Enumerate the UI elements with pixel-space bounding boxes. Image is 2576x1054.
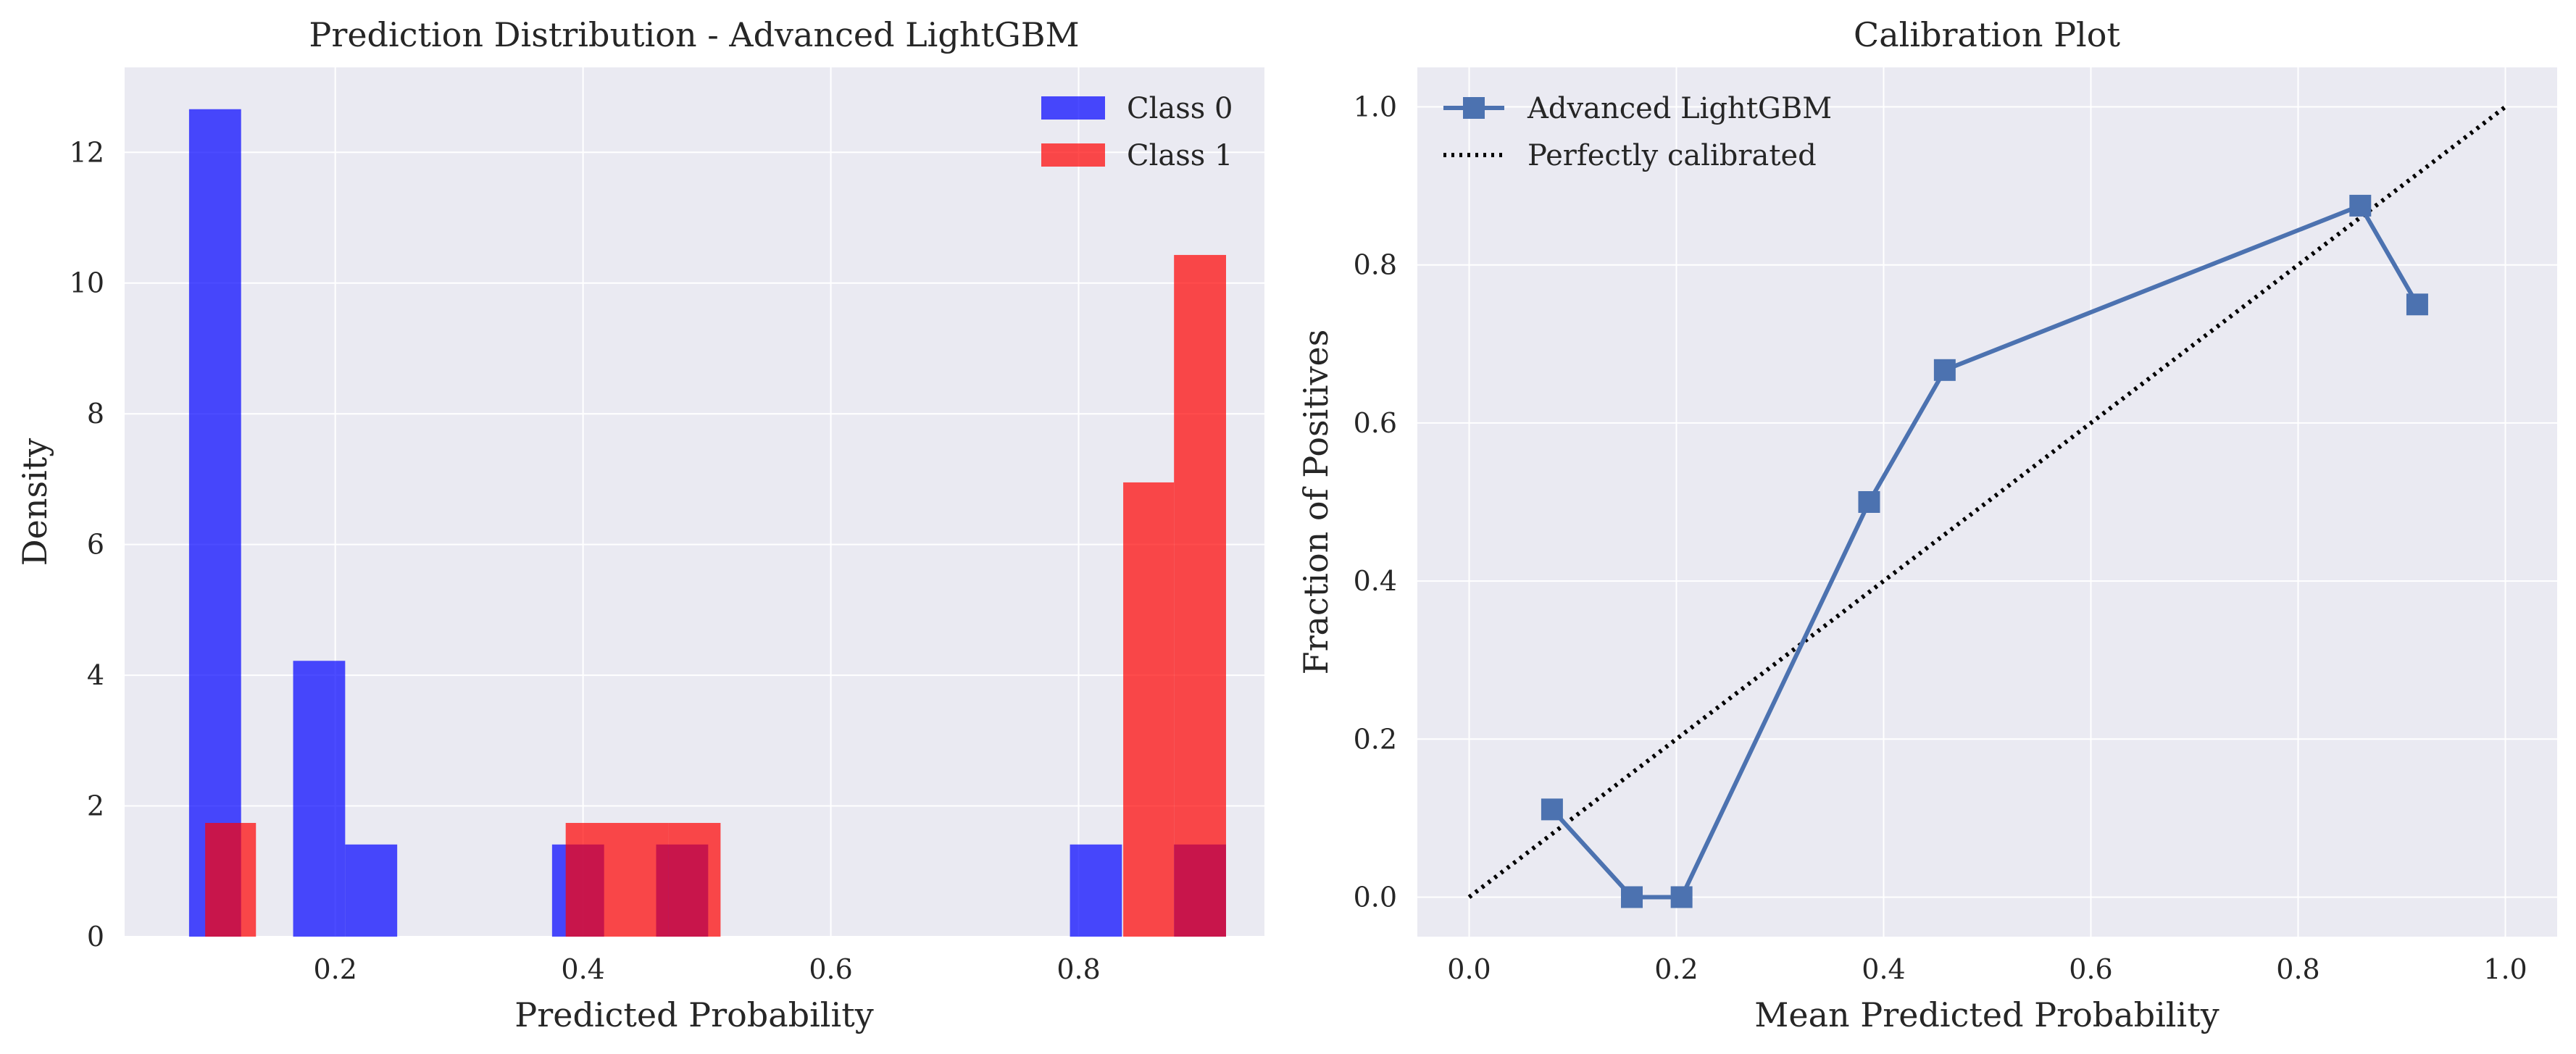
bar-class-1 bbox=[565, 823, 618, 937]
legend-swatch-class-0 bbox=[1041, 96, 1105, 120]
calibration-point bbox=[1670, 886, 1693, 908]
calibration-y-axis-label: Fraction of Positives bbox=[1296, 330, 1335, 675]
y-tick-label: 0.2 bbox=[1354, 723, 1397, 755]
legend-label-perfectly-calibrated: Perfectly calibrated bbox=[1527, 139, 1817, 172]
bar-class-0 bbox=[345, 844, 398, 937]
bar-class-1 bbox=[205, 823, 257, 937]
calibration-plot-area bbox=[1417, 67, 2557, 937]
calibration-x-ticks: 0.0 0.2 0.4 0.6 0.8 1.0 bbox=[1447, 953, 2527, 985]
histogram-y-ticks: 0 2 4 6 8 10 12 bbox=[70, 136, 104, 953]
bar-class-0 bbox=[293, 661, 346, 937]
y-tick-label: 0 bbox=[87, 921, 104, 953]
legend-label-class-0: Class 0 bbox=[1127, 92, 1233, 125]
y-tick-label: 6 bbox=[87, 529, 104, 561]
histogram-legend: Class 0 Class 1 bbox=[1041, 92, 1233, 172]
histogram-title: Prediction Distribution - Advanced Light… bbox=[309, 15, 1079, 54]
calibration-panel: 0.0 0.2 0.4 0.6 0.8 1.0 0.0 0.2 0.4 0.6 0.8 1.0 Ca… bbox=[1296, 15, 2557, 1034]
x-tick-label: 0.2 bbox=[313, 953, 357, 985]
x-tick-label: 0.8 bbox=[2276, 953, 2319, 985]
bar-class-1 bbox=[617, 823, 669, 937]
y-tick-label: 2 bbox=[87, 790, 104, 822]
calibration-point bbox=[1541, 798, 1563, 821]
histogram-bars bbox=[188, 109, 1226, 937]
legend-label-class-1: Class 1 bbox=[1127, 139, 1233, 172]
bar-class-0 bbox=[188, 109, 241, 937]
calibration-legend: Advanced LightGBM Perfectly calibrated bbox=[1443, 92, 1832, 172]
y-tick-label: 12 bbox=[70, 136, 104, 168]
x-tick-label: 0.4 bbox=[561, 953, 604, 985]
bar-class-1 bbox=[668, 823, 721, 937]
y-tick-label: 4 bbox=[87, 659, 104, 691]
calibration-point bbox=[1933, 359, 1956, 381]
calibration-grid bbox=[1417, 67, 2557, 937]
calibration-y-ticks: 0.0 0.2 0.4 0.6 0.8 1.0 bbox=[1354, 91, 1397, 913]
perfectly-calibrated-line bbox=[1467, 105, 2507, 899]
histogram-panel: 0.2 0.4 0.6 0.8 0 2 4 6 8 10 12 Prediction Distri… bbox=[15, 15, 1264, 1034]
bar-class-1 bbox=[1123, 482, 1175, 937]
x-tick-label: 0.6 bbox=[2069, 953, 2112, 985]
y-tick-label: 10 bbox=[70, 267, 104, 299]
legend-swatch-class-1 bbox=[1041, 143, 1105, 167]
y-tick-label: 0.0 bbox=[1354, 881, 1397, 913]
legend-label-advanced-lightgbm: Advanced LightGBM bbox=[1527, 92, 1832, 125]
bar-class-1 bbox=[1174, 254, 1226, 937]
histogram-x-ticks: 0.2 0.4 0.6 0.8 bbox=[313, 953, 1100, 985]
x-tick-label: 0.4 bbox=[1862, 953, 1905, 985]
y-tick-label: 8 bbox=[87, 398, 104, 430]
calibration-point bbox=[2349, 194, 2372, 217]
x-tick-label: 0.6 bbox=[809, 953, 852, 985]
calibration-title: Calibration Plot bbox=[1854, 15, 2120, 54]
y-tick-label: 1.0 bbox=[1354, 91, 1397, 123]
calibration-x-axis-label: Mean Predicted Probability bbox=[1754, 995, 2219, 1034]
y-tick-label: 0.6 bbox=[1354, 407, 1397, 439]
calibration-point bbox=[1621, 886, 1643, 908]
calibration-lines bbox=[1467, 105, 2507, 908]
histogram-y-axis-label: Density bbox=[15, 438, 54, 566]
x-tick-label: 0.0 bbox=[1447, 953, 1491, 985]
calibration-point bbox=[1858, 491, 1880, 513]
y-tick-label: 0.8 bbox=[1354, 249, 1397, 281]
bar-class-0 bbox=[1070, 844, 1122, 937]
legend-marker-square bbox=[1463, 97, 1485, 119]
x-tick-label: 0.2 bbox=[1654, 953, 1698, 985]
x-tick-label: 1.0 bbox=[2483, 953, 2527, 985]
histogram-x-axis-label: Predicted Probability bbox=[514, 995, 873, 1034]
x-tick-label: 0.8 bbox=[1056, 953, 1100, 985]
calibration-point bbox=[2406, 293, 2428, 316]
y-tick-label: 0.4 bbox=[1354, 565, 1397, 597]
